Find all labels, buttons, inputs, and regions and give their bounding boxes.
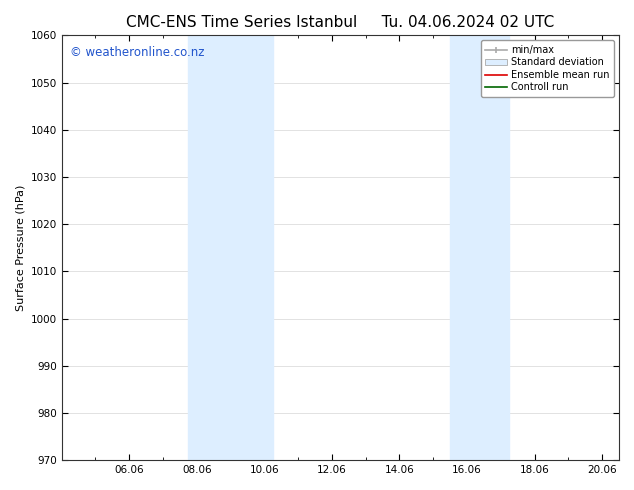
Bar (188, 35, 273, 460)
Text: © weatheronline.co.nz: © weatheronline.co.nz (70, 46, 205, 59)
Title: CMC-ENS Time Series Istanbul     Tu. 04.06.2024 02 UTC: CMC-ENS Time Series Istanbul Tu. 04.06.2… (126, 15, 555, 30)
Bar (450, 35, 509, 460)
Y-axis label: Surface Pressure (hPa): Surface Pressure (hPa) (15, 185, 25, 311)
Legend: min/max, Standard deviation, Ensemble mean run, Controll run: min/max, Standard deviation, Ensemble me… (481, 40, 614, 97)
